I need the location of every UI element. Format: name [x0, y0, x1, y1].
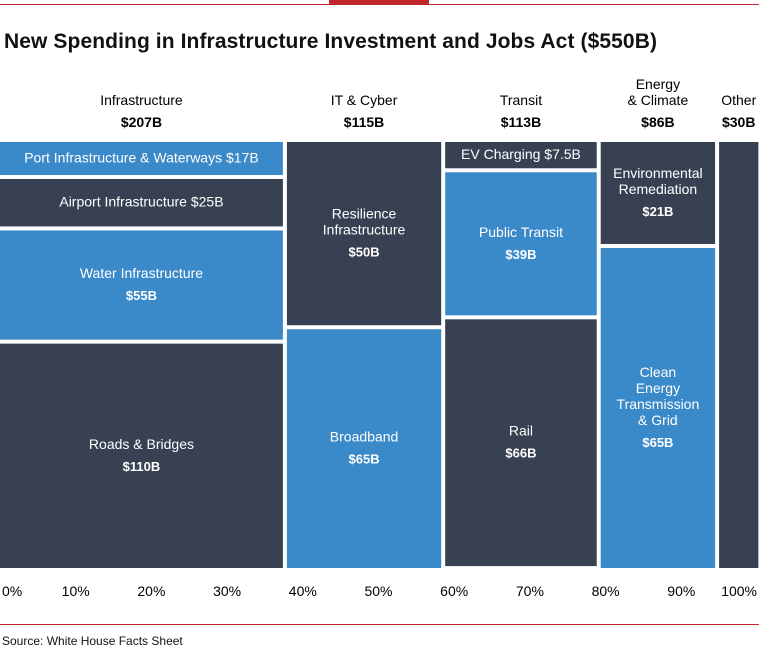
- segment-value: $66B: [505, 446, 536, 461]
- x-tick-label: 60%: [440, 583, 468, 599]
- group-total: $86B: [641, 114, 674, 130]
- segment-label: Roads & Bridges: [89, 436, 194, 452]
- group-total: $30B: [722, 114, 755, 130]
- x-tick-label: 90%: [667, 583, 695, 599]
- group-name: & Climate: [628, 92, 689, 108]
- x-tick-label: 0%: [2, 583, 22, 599]
- segment-block: [600, 248, 716, 568]
- x-tick-label: 80%: [592, 583, 620, 599]
- segment-value: $65B: [642, 435, 673, 450]
- x-tick-label: 100%: [721, 583, 757, 599]
- segment-value: $50B: [349, 245, 380, 260]
- segment-value: $21B: [642, 204, 673, 219]
- x-tick-label: 40%: [289, 583, 317, 599]
- segment-label: Resilience: [332, 206, 397, 222]
- segment-block: [0, 230, 283, 340]
- bottom-rule: [0, 624, 759, 625]
- group-name: Transit: [500, 92, 542, 108]
- segment-block: [286, 329, 442, 568]
- segment-label: Environmental: [613, 165, 703, 181]
- segment-block: [445, 172, 597, 316]
- group-name: Infrastructure: [100, 92, 183, 108]
- top-accent-bar: [329, 0, 429, 5]
- segment-block: [0, 343, 283, 568]
- segment-block: [600, 142, 716, 245]
- segment-label: Clean: [640, 364, 677, 380]
- x-tick-label: 50%: [364, 583, 392, 599]
- segment-label: Public Transit: [479, 224, 563, 240]
- segment-block: [719, 142, 759, 568]
- group-total: $113B: [501, 114, 541, 130]
- segment-label: Energy: [636, 380, 680, 396]
- segment-block: [0, 142, 283, 175]
- segment-value: $55B: [126, 288, 157, 303]
- segment-value: $110B: [123, 459, 161, 474]
- top-rule: [0, 4, 759, 5]
- group-name: IT & Cyber: [331, 92, 398, 108]
- segment-label: Water Infrastructure: [80, 265, 203, 281]
- group-name: Other: [721, 92, 756, 108]
- segment-label: Rail: [509, 423, 533, 439]
- segment-label: Infrastructure: [323, 222, 406, 238]
- segment-block: [286, 142, 442, 326]
- segment-block: [445, 142, 597, 169]
- x-tick-label: 20%: [137, 583, 165, 599]
- group-name: Energy: [636, 76, 680, 92]
- segment-value: $39B: [505, 247, 536, 262]
- segment-label: Broadband: [330, 429, 399, 445]
- x-tick-label: 30%: [213, 583, 241, 599]
- segment-label: Airport Infrastructure $25B: [59, 194, 223, 210]
- segment-label: & Grid: [638, 412, 678, 428]
- segment-label: EV Charging $7.5B: [461, 146, 581, 162]
- x-tick-label: 70%: [516, 583, 544, 599]
- segment-label: Remediation: [619, 181, 698, 197]
- mekko-chart: Infrastructure $207B Port Infrastructure &…: [0, 76, 759, 599]
- x-tick-label: 10%: [62, 583, 90, 599]
- segment-label: Port Infrastructure & Waterways $17B: [24, 149, 258, 165]
- segment-value: $65B: [349, 452, 380, 467]
- group-total: $207B: [121, 114, 162, 130]
- group-total: $115B: [344, 114, 384, 130]
- segment-block: [0, 178, 283, 227]
- source-note: Source: White House Facts Sheet: [2, 634, 183, 648]
- segment-block: [445, 319, 597, 567]
- segment-label: Transmission: [617, 396, 700, 412]
- chart-title: New Spending in Infrastructure Investmen…: [4, 30, 658, 53]
